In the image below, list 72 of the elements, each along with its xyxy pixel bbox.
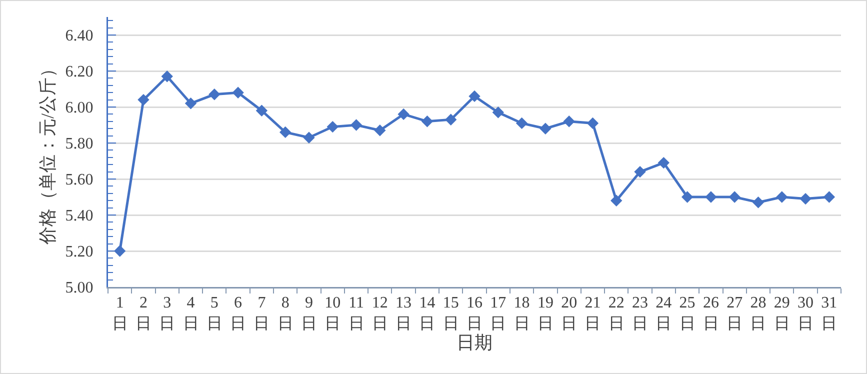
x-tick-label: 22日 [608,294,624,332]
x-tick-label: 30日 [798,294,814,332]
point [681,191,694,203]
point [516,117,528,130]
point [374,124,386,136]
x-tick-label: 29日 [774,294,790,332]
point [705,191,717,203]
x-tick-label: 14日 [419,294,436,332]
y-tick-label: 5.00 [65,280,94,297]
y-tick-label: 6.20 [65,64,94,81]
x-tick-label: 24日 [656,294,672,332]
point [634,166,646,178]
x-tick-label: 11日 [348,294,364,332]
x-tick-label: 3日 [159,294,176,332]
point [752,196,764,208]
point [586,117,599,130]
x-tick-label: 27日 [726,294,743,332]
point [658,156,670,169]
y-tick-label: 5.20 [65,244,94,261]
y-tick-label: 6.00 [65,100,94,117]
point [256,104,268,116]
point [350,119,362,131]
point [184,98,197,110]
point [138,94,150,106]
x-tick-label: 12日 [372,294,388,332]
point [563,116,575,128]
point [421,116,434,128]
point [776,191,788,203]
point [800,192,812,205]
point [232,86,244,98]
x-tick-label: 7日 [254,294,270,332]
x-tick-label: 1日 [112,294,128,332]
point [279,126,292,138]
x-tick-label: 17日 [490,294,506,332]
x-tick-label: 4日 [182,294,199,332]
x-tick-label: 15日 [442,294,459,332]
point [540,122,552,134]
point [468,90,480,102]
x-tick-label: 25日 [679,294,696,332]
point [610,194,622,206]
x-tick-label: 16日 [466,294,482,332]
x-tick-label: 26日 [702,294,719,332]
point [208,88,220,100]
y-tick-label: 6.40 [65,28,94,45]
y-tick-label: 5.80 [65,136,94,153]
x-tick-label: 13日 [396,294,412,332]
x-tick-label: 9日 [300,294,317,332]
x-tick-label: 21日 [584,294,601,332]
x-tick-label: 31日 [821,294,838,332]
x-tick-label: 6日 [230,294,246,332]
y-tick-label: 5.40 [65,208,94,225]
x-tick-label: 19日 [537,294,554,332]
x-tick-label: 2日 [135,294,152,332]
point [161,70,173,82]
point [492,106,504,118]
point [114,245,126,257]
y-axis-title: 价格（单位：元/公斤） [38,59,58,246]
y-tick-label: 5.60 [65,172,94,189]
point [445,114,457,126]
point [823,191,836,203]
point [326,120,338,133]
x-tick-label: 20日 [561,294,578,332]
x-tick-label: 18日 [514,294,530,332]
x-axis-title: 日期 [456,332,492,352]
point [303,132,315,144]
point [728,191,740,203]
x-tick-label: 28日 [750,294,766,332]
x-tick-label: 23日 [632,294,648,332]
point [398,108,410,120]
x-tick-label: 5日 [206,294,222,332]
x-tick-label: 8日 [277,294,294,332]
x-tick-label: 10日 [324,294,341,332]
